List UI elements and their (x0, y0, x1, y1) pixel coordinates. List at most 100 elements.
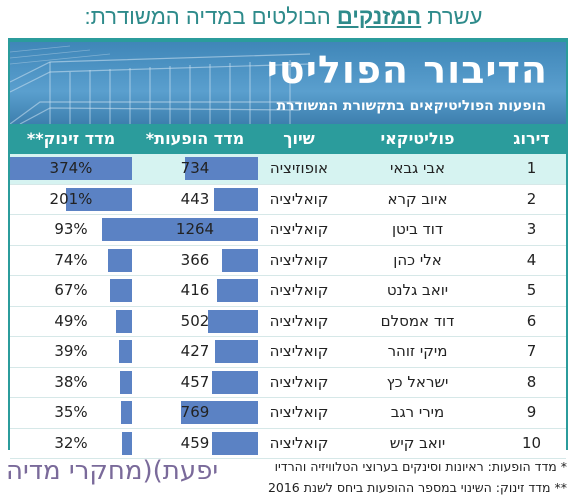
appearances-label: 457 (180, 372, 210, 391)
appearances-bar (181, 401, 258, 424)
logo-tagline: מחקרי מדיה (6, 456, 143, 486)
headline: עשרת המזנקים הבולטים במדיה המשודרת: (0, 4, 567, 30)
headline-post: הבולטים במדיה המשודרת: (84, 4, 337, 29)
politician-cell: דוד אמסלם (380, 311, 455, 330)
headline-pre: עשרת (421, 4, 483, 29)
politician-cell: אלי כהן (393, 250, 442, 269)
table-body: 1 אבי גבאי אופוזיציה 734 374% 2 איוב קרא קואליצ… (10, 154, 566, 459)
rank-cell: 6 (526, 311, 537, 330)
appearances-label: 1264 (175, 220, 215, 238)
rank-cell: 9 (526, 403, 537, 421)
jump-label: 74% (54, 250, 88, 269)
rank-cell: 1 (526, 159, 537, 177)
ifat-logo: יפעת)(מחקרי מדיה (6, 456, 218, 486)
rank-cell: 7 (526, 342, 537, 360)
jump-label: 32% (54, 433, 88, 452)
appearances-label: 427 (180, 342, 210, 360)
banner-title: הדיבור הפוליטי (266, 48, 548, 92)
jump-label: 49% (54, 311, 88, 330)
appearances-label: 734 (180, 159, 210, 177)
appearances-bar (213, 187, 258, 211)
politician-cell: מירי רגב (390, 403, 445, 421)
appearances-label: 502 (180, 311, 210, 330)
affiliation-cell: קואליציה (269, 189, 329, 208)
rank-cell: 3 (526, 220, 537, 238)
banner-subtitle: הופעות הפוליטיקאים בתקשורת המשודרת (276, 98, 546, 114)
footnote-2-mark: ** (554, 480, 568, 495)
table-row: 2 איוב קרא קואליציה 443 201% (10, 184, 566, 215)
affiliation-cell: קואליציה (269, 220, 329, 238)
footnote-1-mark: * (560, 459, 567, 474)
affiliation-cell: קואליציה (269, 281, 329, 299)
table-row: 3 דוד ביטן קואליציה 1264 93% (10, 215, 566, 246)
affiliation-cell: קואליציה (269, 433, 329, 452)
jump-bar (116, 309, 132, 333)
column-header-politician: פוליטיקאי (380, 129, 455, 148)
jump-bar (119, 370, 132, 394)
politician-cell: ישראל כץ (386, 372, 449, 391)
jump-label: 35% (54, 403, 88, 421)
headline-highlight: המזנקים (336, 4, 422, 29)
rank-cell: 8 (526, 372, 537, 391)
appearances-bar (215, 340, 258, 363)
table-row: 10 יואב קיש קואליציה 459 32% (10, 428, 566, 459)
appearances-bar (216, 279, 258, 302)
appearances-bar (207, 309, 258, 333)
politician-cell: דוד ביטן (391, 220, 444, 238)
jump-label: 201% (49, 189, 93, 208)
jump-bar (66, 187, 132, 211)
appearances-bar (132, 218, 258, 241)
jump-label: 39% (54, 342, 88, 360)
rank-cell: 5 (526, 281, 537, 299)
appearances-bar (212, 431, 258, 455)
table-row: 7 מיקי זוהר קואליציה 427 39% (10, 337, 566, 368)
table-row: 6 דוד אמסלם קואליציה 502 49% (10, 306, 566, 337)
column-header-affiliation: שיוך (283, 129, 315, 148)
appearances-label: 366 (180, 250, 210, 269)
jump-label: 67% (54, 281, 88, 299)
table-row: 5 יואב גלנט קואליציה 416 67% (10, 276, 566, 307)
rank-cell: 4 (526, 250, 537, 269)
column-header-rank: דירוג (513, 129, 550, 148)
affiliation-cell: קואליציה (269, 311, 329, 330)
appearances-label: 769 (180, 403, 210, 421)
jump-bar (101, 218, 132, 241)
affiliation-cell: קואליציה (269, 372, 329, 391)
jump-label: 38% (54, 372, 88, 391)
logo-name: יפעת (162, 456, 219, 486)
building-illustration (10, 45, 311, 124)
politician-cell: אבי גבאי (389, 159, 446, 177)
affiliation-cell: קואליציה (269, 403, 329, 421)
appearances-label: 459 (180, 433, 210, 452)
politician-cell: איוב קרא (387, 189, 448, 208)
politician-cell: יואב קיש (389, 433, 446, 452)
footnote-2-text: מדד זינוק: השינוי במספר ההופעות ביחס לשנ… (267, 480, 551, 495)
politician-cell: יואב גלנט (386, 281, 449, 299)
jump-label: 374% (49, 159, 93, 177)
affiliation-cell: קואליציה (269, 342, 329, 360)
column-header-appearances: מדד הופעות* (145, 129, 245, 148)
footnote-1-text: מדד הופעות: ראיונות וסינקים בערוצי הטלוו… (274, 459, 557, 474)
politician-cell: מיקי זוהר (387, 342, 448, 360)
appearances-label: 443 (180, 189, 210, 208)
jump-label: 93% (54, 220, 88, 238)
jump-bar (10, 157, 132, 180)
appearances-bar (221, 248, 258, 272)
footnotes: * מדד הופעות: ראיונות וסינקים בערוצי הטל… (268, 456, 567, 498)
table-row: 1 אבי גבאי אופוזיציה 734 374% (10, 154, 566, 185)
appearances-bar (184, 157, 258, 180)
affiliation-cell: אופוזיציה (269, 159, 329, 177)
rank-cell: 2 (526, 189, 537, 208)
logo-separator: )( (142, 456, 163, 486)
jump-bar (121, 431, 132, 455)
jump-bar (110, 279, 132, 302)
footnote-1: * מדד הופעות: ראיונות וסינקים בערוצי הטל… (268, 456, 567, 477)
footnote-2: ** מדד זינוק: השינוי במספר ההופעות ביחס … (268, 477, 567, 498)
banner: הדיבור הפוליטי הופעות הפוליטיקאים בתקשור… (10, 42, 566, 124)
appearances-bar (212, 370, 258, 394)
table-row: 9 מירי רגב קואליציה 769 35% (10, 398, 566, 429)
appearances-label: 416 (180, 281, 210, 299)
jump-bar (107, 248, 132, 272)
jump-bar (119, 340, 132, 363)
table-row: 8 ישראל כץ קואליציה 457 38% (10, 367, 566, 398)
